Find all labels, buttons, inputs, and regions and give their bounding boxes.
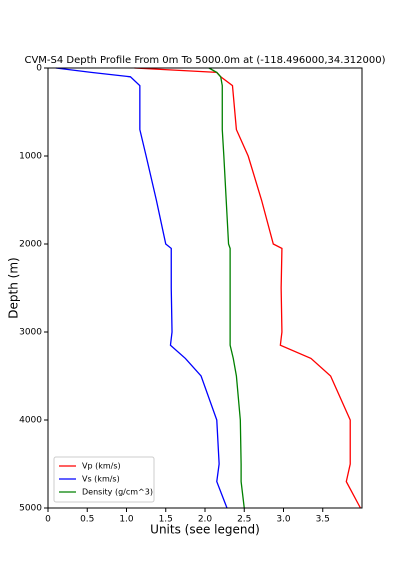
x-tick-label: 1.5 — [159, 515, 173, 525]
y-tick-label: 3000 — [19, 328, 42, 338]
legend-label: Vp (km/s) — [82, 462, 121, 471]
x-tick-label: 0.5 — [80, 515, 94, 525]
chart-title: CVM-S4 Depth Profile From 0m To 5000.0m … — [24, 55, 385, 66]
legend-box — [53, 456, 155, 503]
y-tick-label: 5000 — [19, 504, 42, 514]
legend-label: Density (g/cm^3) — [82, 488, 153, 497]
y-tick-label: 2000 — [19, 240, 42, 250]
x-axis-label: Units (see legend) — [150, 523, 260, 537]
x-tick-label: 2.5 — [237, 515, 251, 525]
y-tick-label: 0 — [36, 64, 42, 74]
data-line — [208, 67, 245, 509]
x-tick-label: 3.5 — [316, 515, 330, 525]
data-line — [134, 67, 362, 509]
data-line — [55, 67, 228, 509]
x-tick-label: 3.0 — [276, 515, 291, 525]
legend-label: Vs (km/s) — [82, 475, 120, 484]
y-tick-label: 1000 — [19, 152, 42, 162]
y-tick-label: 4000 — [19, 416, 42, 426]
x-tick-label: 1.0 — [119, 515, 134, 525]
x-tick-label: 0 — [45, 515, 51, 525]
plot-frame — [47, 67, 363, 509]
y-axis-label: Depth (m) — [7, 257, 21, 318]
x-tick-label: 2.0 — [198, 515, 213, 525]
